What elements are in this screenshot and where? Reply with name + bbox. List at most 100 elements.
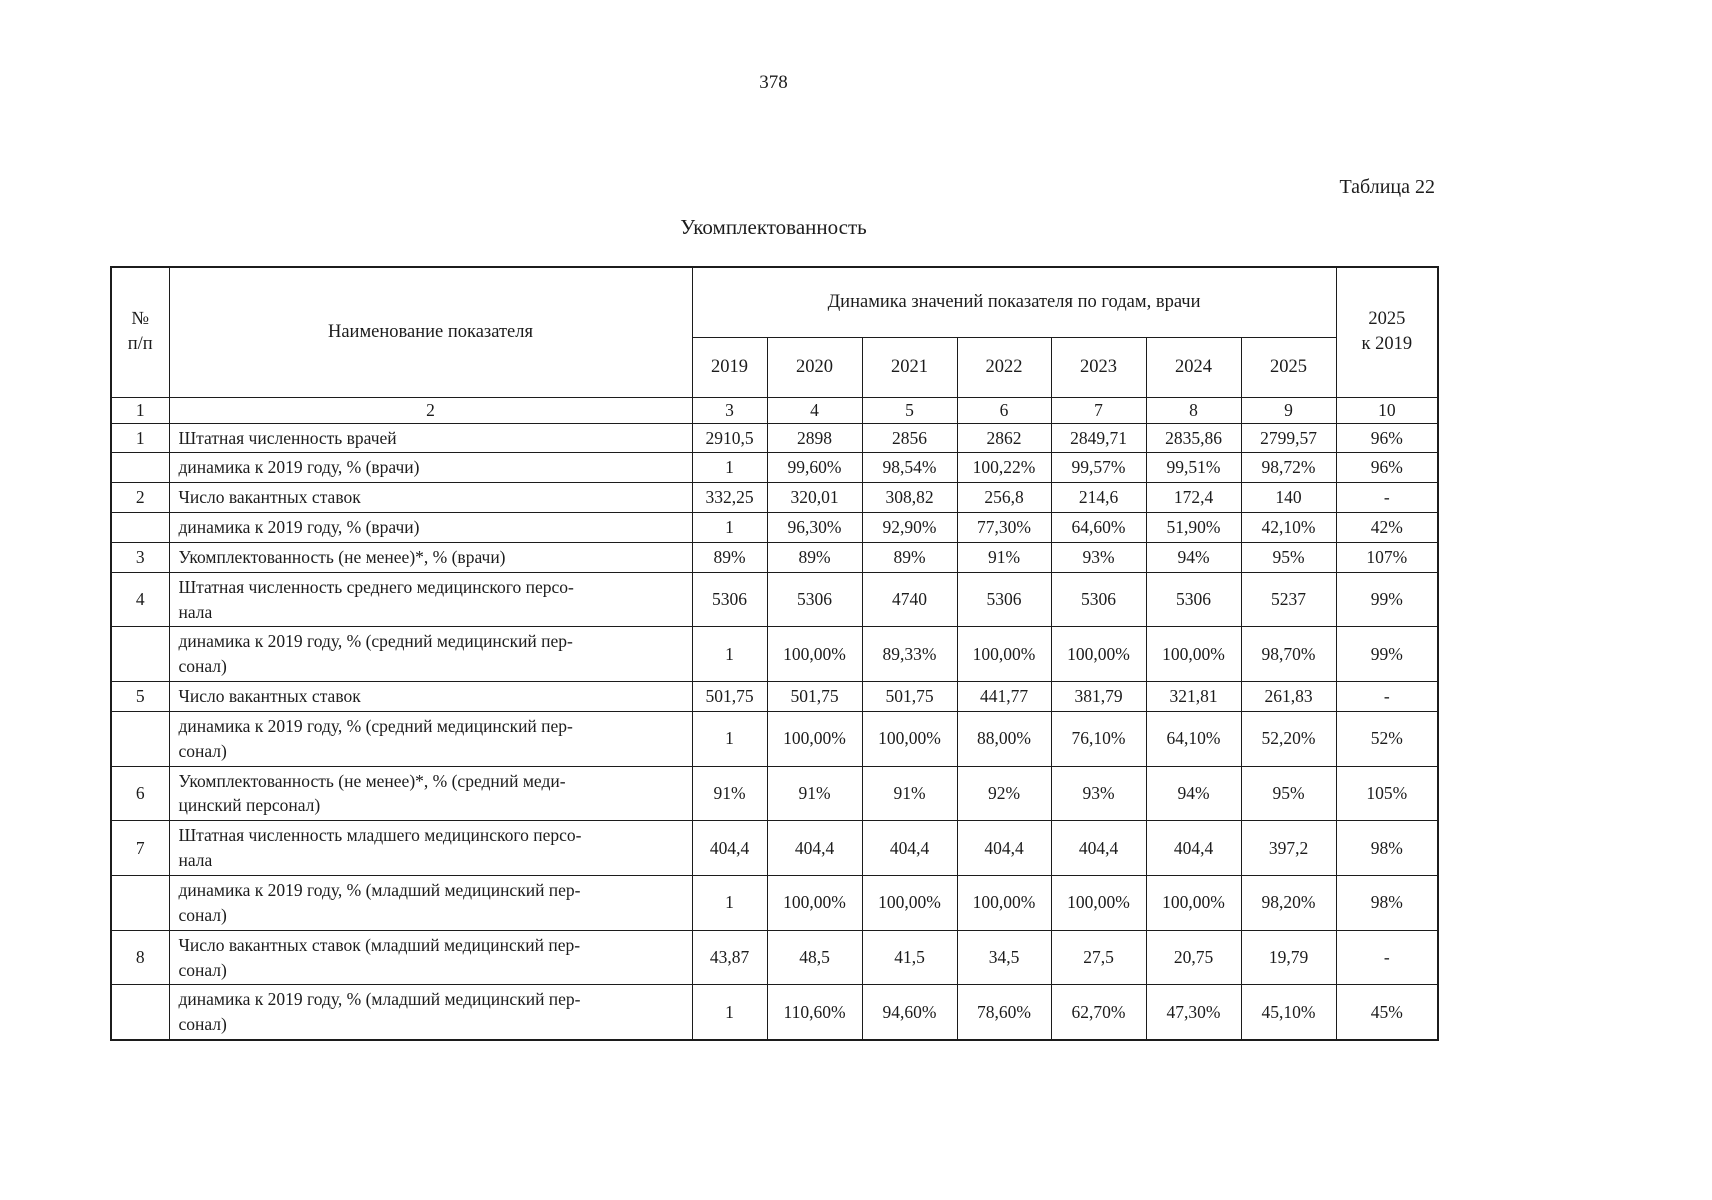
column-number: 2: [168, 396, 693, 424]
cell-value: 5237: [1240, 571, 1337, 628]
cell-row-number: [110, 626, 170, 683]
cell-indicator-name: динамика к 2019 году, % (врачи): [168, 512, 693, 543]
table-caption-label: Таблица 22: [1339, 176, 1435, 198]
header-year: 2025: [1240, 336, 1337, 398]
cell-value: 89%: [861, 541, 958, 573]
cell-value: 100,22%: [956, 452, 1052, 484]
cell-value: 98,20%: [1240, 875, 1337, 931]
cell-value: 94%: [1145, 765, 1242, 822]
cell-value: 404,4: [1050, 820, 1147, 876]
cell-value: 397,2: [1240, 820, 1337, 876]
cell-value: 100,00%: [861, 875, 958, 931]
cell-value: 1: [691, 875, 768, 931]
column-number: 5: [861, 396, 958, 424]
header-top-row: № п/п Наименование показателя Динамика з…: [110, 266, 1439, 398]
cell-ratio: 42%: [1335, 512, 1439, 543]
cell-row-number: [110, 984, 170, 1041]
cell-value: 77,30%: [956, 512, 1052, 543]
page-content: 378 Таблица 22 Укомплектованность № п/п …: [110, 0, 1440, 1042]
cell-value: 78,60%: [956, 984, 1052, 1041]
cell-ratio: 98%: [1335, 820, 1439, 876]
cell-row-number: 8: [110, 929, 170, 986]
header-row-number: № п/п: [110, 266, 170, 398]
cell-row-number: 4: [110, 571, 170, 628]
cell-value: 501,75: [691, 681, 768, 712]
cell-row-number: 1: [110, 422, 170, 454]
cell-value: 91%: [956, 541, 1052, 573]
cell-indicator-name: динамика к 2019 году, % (средний медицин…: [168, 710, 693, 767]
header-years-row: 2019 2020 2021 2022 2023 2024 2025: [111, 336, 1438, 398]
cell-indicator-name: динамика к 2019 году, % (врачи): [168, 452, 693, 484]
cell-value: 404,4: [766, 820, 863, 876]
cell-value: 98,70%: [1240, 626, 1337, 683]
column-number: 7: [1050, 396, 1147, 424]
table-row: 1 Штатная численность врачей 2910,5 2898 285…: [110, 422, 1439, 454]
cell-value: 43,87: [691, 929, 768, 986]
cell-indicator-name: Укомплектованность (не менее)*, % (врачи…: [168, 541, 693, 573]
page-number: 378: [759, 72, 788, 93]
table-row: 2 Число вакантных ставок 332,25 320,01 308,8…: [110, 482, 1439, 514]
cell-value: 1: [691, 984, 768, 1041]
cell-value: 52,20%: [1240, 710, 1337, 767]
cell-value: 1: [691, 626, 768, 683]
cell-value: 64,10%: [1145, 710, 1242, 767]
cell-value: 308,82: [861, 482, 958, 514]
cell-row-number: [110, 875, 170, 931]
cell-value: 47,30%: [1145, 984, 1242, 1041]
cell-ratio: 99%: [1335, 571, 1439, 628]
header-indicator-name: Наименование показателя: [168, 266, 693, 398]
cell-value: 1: [691, 452, 768, 484]
cell-value: 91%: [766, 765, 863, 822]
cell-indicator-name: динамика к 2019 году, % (младший медицин…: [168, 875, 693, 931]
cell-value: 89%: [691, 541, 768, 573]
column-number: 9: [1240, 396, 1337, 424]
cell-value: 5306: [691, 571, 768, 628]
column-number: 3: [691, 396, 768, 424]
cell-ratio: 52%: [1335, 710, 1439, 767]
cell-value: 92%: [956, 765, 1052, 822]
cell-value: 19,79: [1240, 929, 1337, 986]
column-number: 8: [1145, 396, 1242, 424]
cell-value: 45,10%: [1240, 984, 1337, 1041]
cell-value: 100,00%: [1145, 875, 1242, 931]
cell-value: 95%: [1240, 765, 1337, 822]
table-row: 3 Укомплектованность (не менее)*, % (врач…: [110, 541, 1439, 573]
cell-value: 98,72%: [1240, 452, 1337, 484]
cell-ratio: 99%: [1335, 626, 1439, 683]
header-year: 2020: [766, 336, 863, 398]
column-number: 10: [1335, 396, 1439, 424]
cell-indicator-name: Число вакантных ставок: [168, 482, 693, 514]
header-year: 2019: [691, 336, 768, 398]
cell-value: 2799,57: [1240, 422, 1337, 454]
header-year: 2024: [1145, 336, 1242, 398]
cell-ratio: -: [1335, 482, 1439, 514]
cell-value: 100,00%: [861, 710, 958, 767]
cell-value: 140: [1240, 482, 1337, 514]
header-year: 2023: [1050, 336, 1147, 398]
cell-value: 100,00%: [766, 875, 863, 931]
cell-row-number: 5: [110, 681, 170, 712]
table-row: 6 Укомплектованность (не менее)*, % (сред…: [110, 765, 1439, 822]
cell-indicator-name: Штатная численность врачей: [168, 422, 693, 454]
cell-indicator-name: Число вакантных ставок: [168, 681, 693, 712]
cell-value: 51,90%: [1145, 512, 1242, 543]
cell-value: 110,60%: [766, 984, 863, 1041]
cell-value: 94%: [1145, 541, 1242, 573]
cell-value: 5306: [766, 571, 863, 628]
cell-value: 2898: [766, 422, 863, 454]
header-group-title: Динамика значений показателя по годам, в…: [691, 266, 1337, 338]
cell-ratio: 105%: [1335, 765, 1439, 822]
cell-value: 100,00%: [1145, 626, 1242, 683]
cell-value: 42,10%: [1240, 512, 1337, 543]
table-row: 8 Число вакантных ставок (младший медицин…: [110, 929, 1439, 986]
cell-value: 93%: [1050, 541, 1147, 573]
cell-indicator-name: Штатная численность младшего медицинског…: [168, 820, 693, 876]
header-ratio-column: 2025 к 2019: [1335, 266, 1439, 398]
cell-value: 4740: [861, 571, 958, 628]
table-row: 4 Штатная численность среднего медицинско…: [110, 571, 1439, 628]
cell-value: 404,4: [691, 820, 768, 876]
cell-value: 5306: [1050, 571, 1147, 628]
table-row: динамика к 2019 году, % (врачи) 1 96,30% 92…: [110, 512, 1439, 543]
cell-value: 41,5: [861, 929, 958, 986]
